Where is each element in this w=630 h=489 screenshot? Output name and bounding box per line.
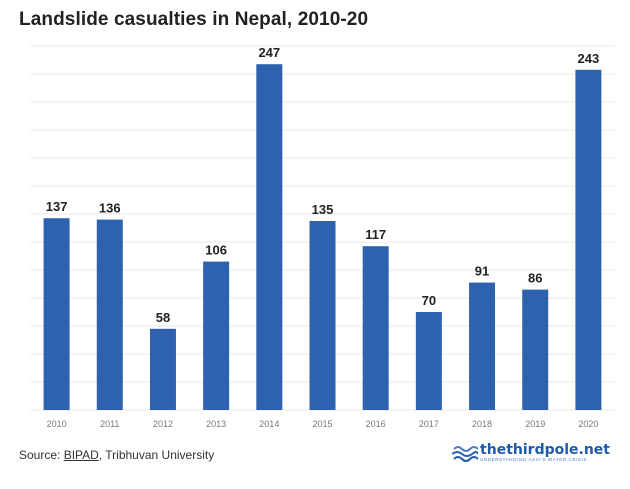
x-tick-2015: 2015 [312, 419, 332, 429]
data-label-2011: 136 [99, 201, 121, 216]
bar-2015 [309, 221, 336, 410]
data-label-2015: 135 [312, 202, 334, 217]
bars [43, 64, 602, 411]
bar-2020 [575, 69, 602, 411]
source-rest: , Tribhuvan University [98, 448, 215, 462]
logo-name: thethirdpole.net [480, 442, 610, 458]
x-tick-2016: 2016 [366, 419, 386, 429]
x-tick-2012: 2012 [153, 419, 173, 429]
x-tick-2011: 2011 [100, 419, 119, 429]
data-label-2013: 106 [205, 243, 227, 258]
x-tick-2017: 2017 [419, 419, 439, 429]
source-note: Source: BIPAD, Tribhuvan University [19, 448, 214, 462]
x-tick-2013: 2013 [206, 419, 226, 429]
data-label-2019: 86 [528, 271, 542, 286]
x-tick-2020: 2020 [578, 419, 598, 429]
data-labels: 137 136 58 106 247 135 117 70 91 86 243 [46, 45, 600, 325]
bar-2013 [203, 261, 230, 410]
source-link-bipad[interactable]: BIPAD [63, 448, 99, 462]
data-label-2017: 70 [422, 293, 436, 308]
source-prefix: Source: [19, 448, 64, 462]
x-tick-2018: 2018 [472, 419, 492, 429]
x-tick-2014: 2014 [259, 419, 279, 429]
logo-tagline: UNDERSTANDING ASIA'S WATER CRISIS [480, 457, 588, 462]
bar-2011 [96, 219, 123, 410]
chart-title: Landslide casualties in Nepal, 2010-20 [19, 9, 369, 30]
data-label-2014: 247 [258, 45, 280, 60]
x-tick-2010: 2010 [47, 419, 67, 429]
data-label-2020: 243 [578, 51, 600, 66]
data-label-2012: 58 [156, 310, 170, 325]
data-label-2018: 91 [475, 264, 489, 279]
data-label-2010: 137 [46, 199, 68, 214]
bar-2016 [362, 246, 389, 410]
x-axis-ticks: 2010 2011 2012 2013 2014 2015 2016 2017 2018 2019… [47, 419, 599, 429]
x-tick-2019: 2019 [525, 419, 545, 429]
waves-logo-icon [452, 446, 479, 462]
bar-2019 [522, 289, 549, 410]
thethirdpole-logo[interactable]: thethirdpole.net UNDERSTANDING ASIA'S WA… [452, 440, 610, 466]
bar-2017 [415, 312, 442, 410]
bar-2018 [469, 282, 496, 410]
bar-2012 [149, 328, 176, 410]
bar-2010 [43, 218, 70, 410]
bar-2014 [256, 64, 283, 410]
data-label-2016: 117 [365, 227, 386, 242]
